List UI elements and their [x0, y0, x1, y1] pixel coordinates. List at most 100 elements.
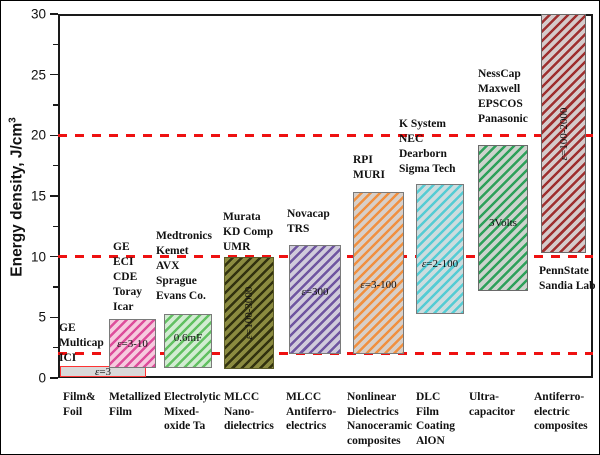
x-category-label-film-foil-line-1: Foil [63, 405, 83, 418]
annotation-mlcc-nano-dielectrics-line-2: UMR [223, 241, 251, 253]
y-axis-major-tick-0 [50, 377, 58, 379]
bar-electrolytic-mixed-oxide-ta [164, 313, 212, 368]
epsilon-symbol: ε [243, 335, 255, 340]
annotation-mlcc-antiferro-electrics-line-0: Novacap [287, 208, 330, 220]
annotation-dlc-film-coating-alon-line-1: NEC [399, 133, 424, 145]
annotation-electrolytic-mixed-oxide-ta-line-3: Sprague [156, 275, 197, 287]
x-category-label-mlcc-nano-dielectrics-line-1: Nano- [224, 405, 255, 418]
annotation-ultra-capacitor-line-3: Panasonic [478, 113, 528, 125]
epsilon-symbol: ε [117, 338, 122, 350]
bar-metallized-film [109, 318, 156, 369]
reference-line-20 [58, 133, 593, 137]
annotation-metallized-film-line-2: CDE [113, 271, 138, 283]
y-tick-label-5: 5 [38, 309, 46, 325]
epsilon-symbol: ε [421, 258, 427, 270]
reference-line-2 [58, 352, 593, 356]
x-category-label-antiferro-electric-composites: Antiferro-electric composites [534, 390, 588, 434]
bar-value-label-mlcc-nano-dielectrics: ε=100-3000 [243, 286, 255, 340]
y-axis-major-tick-30 [50, 13, 58, 15]
x-category-label-ultra-capacitor-line-1: capacitor [469, 405, 515, 418]
y-tick-label-0: 0 [38, 370, 46, 386]
annotation-electrolytic-mixed-oxide-ta-line-1: Kemet [156, 245, 189, 257]
x-category-label-antiferro-electric-composites-line-2: composites [534, 420, 588, 432]
x-category-label-electrolytic-mixed-oxide-ta-line-1: Mixed- [164, 405, 200, 418]
x-category-label-metallized-film: Metallized Film [109, 390, 161, 419]
y-tick-label-10: 10 [30, 249, 46, 265]
bar-value-label-metallized-film: ε=3-10 [117, 338, 148, 350]
bar-antiferro-electric-composites [541, 14, 586, 254]
annotation-metallized-film-line-4: Icar [113, 301, 134, 313]
x-category-label-mlcc-antiferro-electrics-line-1: Antiferro- [286, 405, 337, 418]
annotation-electrolytic-mixed-oxide-ta: Medtronics Kemet AVX Sprague Evans Co. [156, 229, 212, 304]
y-axis-major-tick-10 [50, 255, 58, 258]
x-category-label-film-foil-line-0: Film& [63, 391, 96, 403]
annotation-dlc-film-coating-alon-line-0: K System [399, 118, 446, 130]
annotation-film-foil-line-1: Multicap [59, 337, 104, 349]
x-category-label-mlcc-antiferro-electrics: MLCC Antiferro-electrics [286, 390, 336, 434]
x-category-label-nonlinear-dielectrics-nanoceramic-composites-line-0: Nonlinear [347, 391, 397, 403]
bar-ultra-capacitor [478, 145, 528, 291]
y-axis-major-tick-25 [50, 73, 58, 76]
bar-mlcc-antiferro-electrics [289, 244, 341, 354]
annotation-nonlinear-dielectrics-nanoceramic-composites: RPI MURI [353, 153, 385, 183]
y-tick-label-30: 30 [30, 6, 46, 22]
x-category-label-nonlinear-dielectrics-nanoceramic-composites-line-3: composites [347, 434, 401, 447]
annotation-metallized-film-line-0: GE [113, 241, 130, 253]
x-category-label-dlc-film-coating-alon-line-3: AlON [416, 434, 445, 447]
annotation-dlc-film-coating-alon: K System NEC Dearborn Sigma Tech [399, 117, 456, 177]
bar-value-label-film-foil: ε=3 [94, 366, 112, 378]
x-category-label-ultra-capacitor-line-0: Ultra- [469, 391, 500, 403]
bar-value-label-dlc-film-coating-alon: ε=2-100 [421, 258, 459, 270]
bar-dlc-film-coating-alon [416, 183, 464, 314]
annotation-antiferro-electric-composites-line-0: PennState [539, 265, 589, 277]
bar-nonlinear-dielectrics-nanoceramic-composites [353, 192, 404, 354]
annotation-electrolytic-mixed-oxide-ta-line-0: Medtronics [156, 230, 213, 242]
x-category-label-dlc-film-coating-alon-line-1: Film [416, 405, 439, 418]
annotation-metallized-film-line-1: ECI [113, 256, 134, 268]
epsilon-symbol: ε [94, 366, 100, 378]
x-category-label-electrolytic-mixed-oxide-ta-line-2: oxide Ta [164, 420, 206, 432]
x-category-label-mlcc-antiferro-electrics-line-0: MLCC [286, 391, 322, 403]
annotation-dlc-film-coating-alon-line-2: Dearborn [399, 148, 447, 160]
x-category-label-metallized-film-line-0: Metallized [109, 391, 161, 403]
annotation-film-foil-line-0: GE [59, 322, 76, 334]
epsilon-symbol: ε [557, 156, 570, 161]
annotation-antiferro-electric-composites-line-1: Sandia Lab [539, 280, 596, 292]
x-category-label-antiferro-electric-composites-line-1: electric [534, 405, 570, 418]
annotation-film-foil-line-2: ICI [59, 352, 77, 364]
annotation-electrolytic-mixed-oxide-ta-line-2: AVX [156, 260, 180, 272]
y-axis-major-tick-20 [50, 134, 58, 137]
annotation-electrolytic-mixed-oxide-ta-line-4: Evans Co. [156, 290, 206, 302]
y-axis-minor-tick-22.5 [53, 104, 58, 106]
x-category-label-mlcc-nano-dielectrics-line-2: dielectrics [224, 420, 274, 432]
x-category-label-antiferro-electric-composites-line-0: Antiferro- [534, 391, 585, 403]
y-axis-minor-tick-27.5 [53, 43, 58, 46]
y-tick-label-15: 15 [30, 188, 46, 204]
annotation-film-foil: GE Multicap ICI [59, 321, 104, 366]
annotation-mlcc-antiferro-electrics: Novacap TRS [287, 207, 330, 237]
annotation-ultra-capacitor: NessCap Maxwell EPSCOS Panasonic [478, 67, 528, 127]
x-category-label-mlcc-nano-dielectrics-line-0: MLCC [224, 391, 260, 403]
y-axis-minor-tick-7.5 [53, 286, 58, 288]
bar-value-label-electrolytic-mixed-oxide-ta: 0.6mF [173, 332, 203, 344]
x-category-label-dlc-film-coating-alon: DLC Film Coating AlON [416, 390, 455, 448]
annotation-metallized-film: GE ECI CDE Toray Icar [113, 240, 142, 315]
y-axis-major-tick-5 [50, 316, 58, 319]
annotation-ultra-capacitor-line-1: Maxwell [478, 83, 521, 95]
y-axis-minor-tick-17.5 [53, 164, 58, 167]
x-category-label-dlc-film-coating-alon-line-2: Coating [416, 420, 455, 432]
x-category-label-electrolytic-mixed-oxide-ta-line-0: Electrolytic [164, 391, 221, 403]
x-category-label-ultra-capacitor: Ultra-capacitor [469, 390, 515, 419]
bar-mlcc-nano-dielectrics [224, 256, 274, 370]
x-category-label-nonlinear-dielectrics-nanoceramic-composites-line-1: Dielectrics [347, 405, 399, 418]
x-category-label-dlc-film-coating-alon-line-0: DLC [416, 391, 441, 403]
annotation-mlcc-antiferro-electrics-line-1: TRS [287, 223, 310, 235]
y-tick-label-25: 25 [30, 67, 46, 83]
annotation-mlcc-nano-dielectrics-line-0: Murata [223, 211, 261, 223]
annotation-nonlinear-dielectrics-nanoceramic-composites-line-1: MURI [353, 169, 385, 181]
y-axis-minor-tick-12.5 [53, 225, 58, 228]
annotation-metallized-film-line-3: Toray [113, 286, 142, 298]
bar-value-label-ultra-capacitor: 3Volts [489, 217, 517, 229]
x-category-label-nonlinear-dielectrics-nanoceramic-composites: Nonlinear Dielectrics Nanoceramic composite… [347, 390, 412, 448]
